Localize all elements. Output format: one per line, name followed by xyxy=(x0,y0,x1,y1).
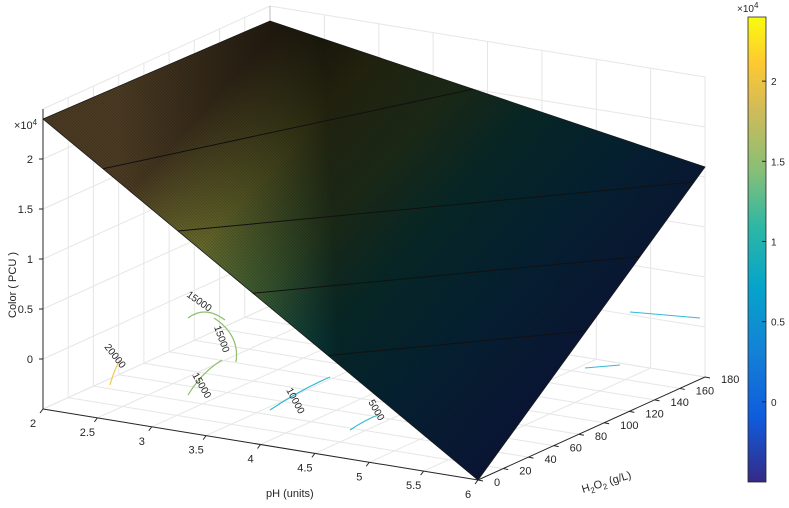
surface-plot xyxy=(42,20,706,481)
z-axis-label: Color ( PCU ) xyxy=(7,252,19,318)
y-tick-label: 0 xyxy=(494,477,500,489)
contour-line xyxy=(187,359,223,396)
x-tick-label: 5.5 xyxy=(406,480,421,492)
x-axis-ticks: 2 2.5 3 3.5 4 4.5 5 5.5 6 xyxy=(30,408,479,501)
x-tick-label: 5 xyxy=(356,471,362,483)
z-tick-label: 0 xyxy=(27,354,33,366)
y-tick-mark xyxy=(679,387,685,390)
y-tick-label: 40 xyxy=(544,454,556,466)
grid-line-x-floor xyxy=(97,314,325,419)
x-tick-label: 3 xyxy=(139,436,145,448)
surface-level-line xyxy=(102,88,474,170)
y-tick-label: 20 xyxy=(519,466,531,478)
colorbar-ticks: 0 0.5 1 1.5 2 xyxy=(762,77,785,409)
contour-line xyxy=(109,359,121,386)
contour-line xyxy=(269,376,331,411)
x-tick-mark xyxy=(311,453,316,458)
y-tick-mark xyxy=(704,376,711,379)
y-tick-label: 80 xyxy=(595,431,607,443)
z-tick-label: 1 xyxy=(27,254,33,266)
contour-label: 15000 xyxy=(211,324,231,354)
contour-label: 20000 xyxy=(102,342,128,371)
grid-line-x-floor xyxy=(42,305,271,410)
colorbar-exponent-label: ×104 xyxy=(737,1,759,15)
x-tick-mark xyxy=(148,426,153,432)
colorbar-tick-label: 1 xyxy=(771,237,777,248)
surface-outline xyxy=(42,20,706,481)
y-tick-label: 140 xyxy=(671,397,689,409)
z-tick-label: 2 xyxy=(27,154,33,166)
y-tick-mark xyxy=(578,433,584,436)
y-tick-label: 180 xyxy=(721,374,739,386)
x-tick-mark xyxy=(202,435,207,440)
z-axis-ticks: 0 0.5 1 1.5 2 xyxy=(18,154,43,366)
colorbar-tick-label: 1.5 xyxy=(771,157,785,168)
y-tick-mark xyxy=(477,479,484,482)
surface-level-line xyxy=(327,330,587,357)
contour-line xyxy=(187,311,226,321)
y-tick-mark xyxy=(503,468,509,471)
contour-label: 15000 xyxy=(184,289,213,314)
surface-level-line xyxy=(252,255,641,294)
y-tick-mark xyxy=(553,445,559,448)
contour-line xyxy=(213,317,238,363)
z-exponent-label: ×104 xyxy=(14,118,38,132)
colorbar: ×104 xyxy=(737,1,767,483)
y-tick-label: 160 xyxy=(696,385,714,397)
colorbar-gradient xyxy=(747,16,767,483)
y-tick-mark xyxy=(629,410,635,413)
x-tick-mark xyxy=(420,470,425,476)
colorbar-tick-label: 0.5 xyxy=(771,318,785,329)
y-tick-label: 100 xyxy=(620,420,638,432)
x-tick-mark xyxy=(39,408,44,414)
x-tick-label: 2.5 xyxy=(80,427,95,439)
x-tick-mark xyxy=(257,444,261,449)
x-tick-mark xyxy=(474,479,479,485)
contour-line xyxy=(584,364,621,369)
x-tick-mark xyxy=(93,417,98,423)
surface-level-line xyxy=(177,181,695,232)
z-tick-label: 1.5 xyxy=(18,204,33,216)
x-axis-label: pH (units) xyxy=(266,488,314,500)
x-tick-mark xyxy=(365,461,370,467)
contour-label: 15000 xyxy=(189,371,213,401)
x-tick-label: 3.5 xyxy=(188,445,203,457)
y-axis-label: H2O2 (g/L) xyxy=(580,469,633,497)
x-tick-label: 2 xyxy=(30,418,36,430)
y-tick-label: 120 xyxy=(645,408,663,420)
y-axis-ticks: 0 20 40 60 80 100 120 140 160 180 xyxy=(477,374,739,489)
surface-shade xyxy=(43,21,705,480)
x-tick-label: 4.5 xyxy=(297,462,312,474)
y-tick-mark xyxy=(604,422,610,425)
colorbar-tick-label: 0 xyxy=(771,398,777,409)
contour-line xyxy=(629,311,701,319)
contour-line xyxy=(349,414,379,431)
y-tick-mark xyxy=(654,399,660,402)
y-tick-mark xyxy=(528,456,534,459)
colorbar-tick-label: 2 xyxy=(771,77,777,88)
y-tick-label: 60 xyxy=(570,443,582,455)
z-tick-label: 0.5 xyxy=(18,304,33,316)
x-tick-label: 4 xyxy=(247,454,253,466)
x-tick-label: 6 xyxy=(465,489,471,501)
